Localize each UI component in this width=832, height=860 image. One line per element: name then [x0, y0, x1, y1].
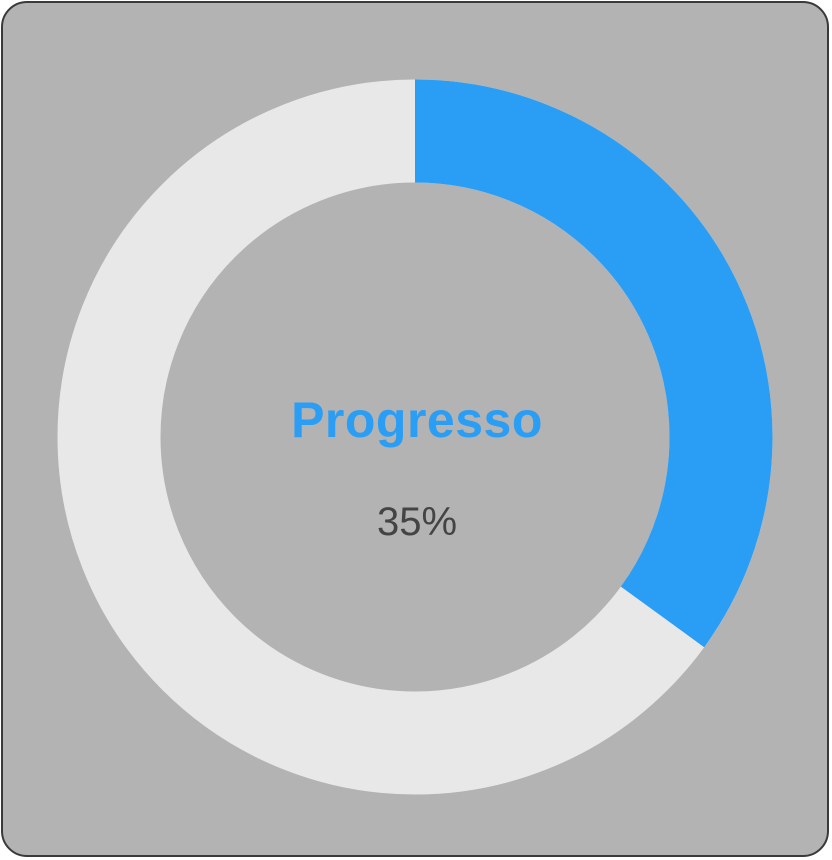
progress-ring: [57, 79, 773, 795]
progress-title: Progresso: [291, 392, 543, 448]
progress-ring-fill: [57, 79, 773, 795]
progress-value: 35%: [376, 500, 458, 544]
